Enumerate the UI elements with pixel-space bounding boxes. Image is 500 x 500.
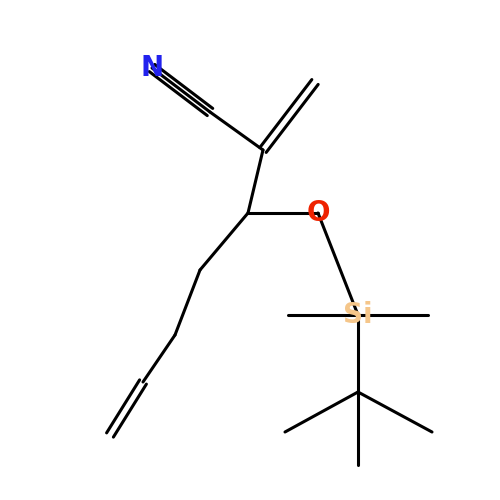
Text: Si: Si	[343, 301, 373, 329]
Text: N: N	[140, 54, 164, 82]
Text: O: O	[306, 199, 330, 227]
